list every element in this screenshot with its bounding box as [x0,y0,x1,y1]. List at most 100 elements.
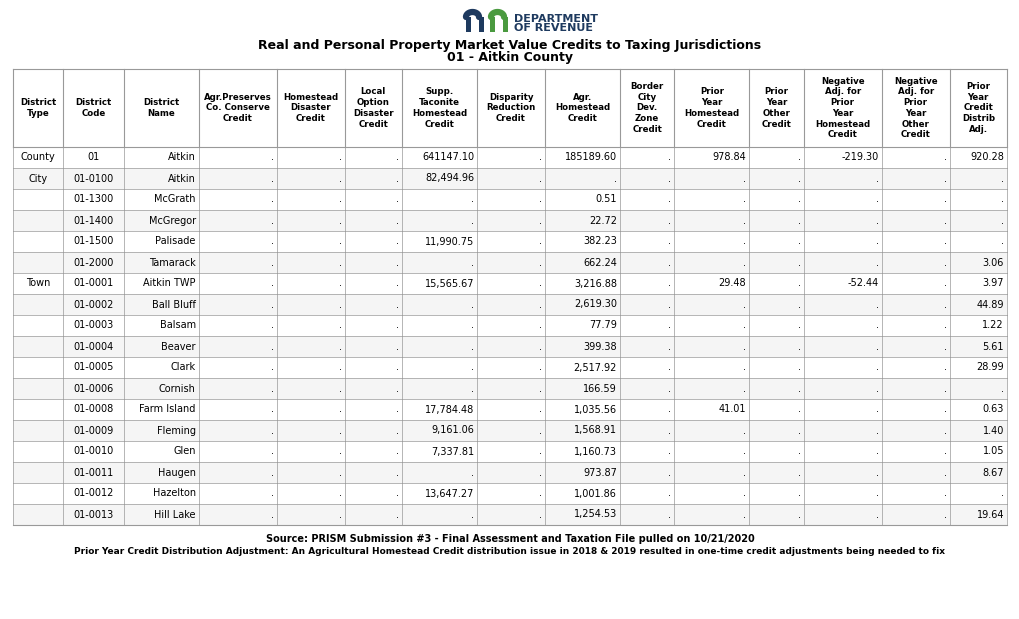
Text: .: . [395,363,398,373]
Text: .: . [943,194,946,204]
Text: .: . [943,425,946,436]
Text: .: . [667,467,671,477]
Text: Source: PRISM Submission #3 - Final Assessment and Taxation File pulled on 10/21: Source: PRISM Submission #3 - Final Asse… [265,534,754,544]
Text: .: . [667,258,671,267]
Text: 01-0010: 01-0010 [73,446,113,456]
Text: Cornish: Cornish [159,384,196,394]
Text: 5.61: 5.61 [981,342,1003,352]
Text: McGregor: McGregor [149,215,196,225]
Text: .: . [943,446,946,456]
Text: .: . [271,236,274,246]
Text: 29.48: 29.48 [718,279,746,288]
Text: 01-2000: 01-2000 [73,258,113,267]
Text: .: . [875,404,878,415]
Text: .: . [338,258,341,267]
Text: 1.05: 1.05 [981,446,1003,456]
Text: .: . [667,509,671,519]
Text: .: . [395,446,398,456]
Text: .: . [943,467,946,477]
Text: .: . [471,363,474,373]
Text: Farm Island: Farm Island [140,404,196,415]
Text: .: . [1000,384,1003,394]
Text: .: . [538,279,541,288]
Text: .: . [271,384,274,394]
Text: .: . [471,258,474,267]
Bar [13,273,1006,294]
Text: .: . [338,404,341,415]
Text: .: . [338,342,341,352]
Text: 399.38: 399.38 [583,342,616,352]
Text: .: . [667,384,671,394]
Text: Disparity
Reduction
Credit: Disparity Reduction Credit [486,93,535,123]
Bar [13,168,1006,189]
Text: .: . [797,236,800,246]
Text: .: . [338,446,341,456]
Bar [13,147,1006,168]
Text: 3.06: 3.06 [981,258,1003,267]
Text: .: . [743,194,746,204]
Text: .: . [943,300,946,310]
Text: .: . [943,152,946,163]
Text: .: . [1000,488,1003,498]
Text: 3,216.88: 3,216.88 [574,279,616,288]
Text: Prior Year Credit Distribution Adjustment: An Agricultural Homestead Credit dist: Prior Year Credit Distribution Adjustmen… [74,547,945,555]
Text: 01-0003: 01-0003 [73,321,113,331]
Text: Balsam: Balsam [159,321,196,331]
Text: .: . [338,467,341,477]
Text: .: . [395,488,398,498]
Text: .: . [395,279,398,288]
Text: .: . [271,363,274,373]
Text: 01-0004: 01-0004 [73,342,113,352]
Bar [13,399,1006,420]
Text: District
Type: District Type [20,98,56,118]
Text: Aitkin: Aitkin [167,173,196,183]
Text: .: . [943,342,946,352]
Text: .: . [538,194,541,204]
Text: .: . [538,404,541,415]
Text: .: . [538,467,541,477]
Text: .: . [538,342,541,352]
Text: .: . [338,425,341,436]
Text: .: . [471,467,474,477]
Bar [13,462,1006,483]
Text: 01-0012: 01-0012 [73,488,113,498]
Text: .: . [1000,173,1003,183]
Text: 17,784.48: 17,784.48 [425,404,474,415]
Text: .: . [875,425,878,436]
Text: .: . [271,446,274,456]
Text: .: . [471,384,474,394]
Text: .: . [271,173,274,183]
Text: .: . [743,467,746,477]
Text: Negative
Adj. for
Prior
Year
Other
Credit: Negative Adj. for Prior Year Other Credi… [893,77,936,139]
Text: Beaver: Beaver [161,342,196,352]
Text: 382.23: 382.23 [583,236,616,246]
Bar [13,315,1006,336]
Text: 44.89: 44.89 [975,300,1003,310]
Text: .: . [667,321,671,331]
Text: Glen: Glen [173,446,196,456]
Text: .: . [743,173,746,183]
Text: .: . [875,488,878,498]
Bar [13,357,1006,378]
Text: .: . [395,300,398,310]
Text: 77.79: 77.79 [589,321,616,331]
Text: 2,517.92: 2,517.92 [573,363,616,373]
Text: .: . [875,173,878,183]
Text: .: . [875,321,878,331]
Text: 01-0001: 01-0001 [73,279,113,288]
Text: .: . [395,425,398,436]
Text: 01-0009: 01-0009 [73,425,113,436]
Text: 3.97: 3.97 [981,279,1003,288]
Text: .: . [338,509,341,519]
Text: .: . [797,173,800,183]
Text: 82,494.96: 82,494.96 [425,173,474,183]
Text: .: . [797,258,800,267]
Text: .: . [943,404,946,415]
Text: .: . [743,300,746,310]
Bar [13,210,1006,231]
Bar [13,294,1006,315]
Text: .: . [797,446,800,456]
Text: 1.22: 1.22 [981,321,1003,331]
Text: 01-0013: 01-0013 [73,509,113,519]
Text: .: . [667,152,671,163]
